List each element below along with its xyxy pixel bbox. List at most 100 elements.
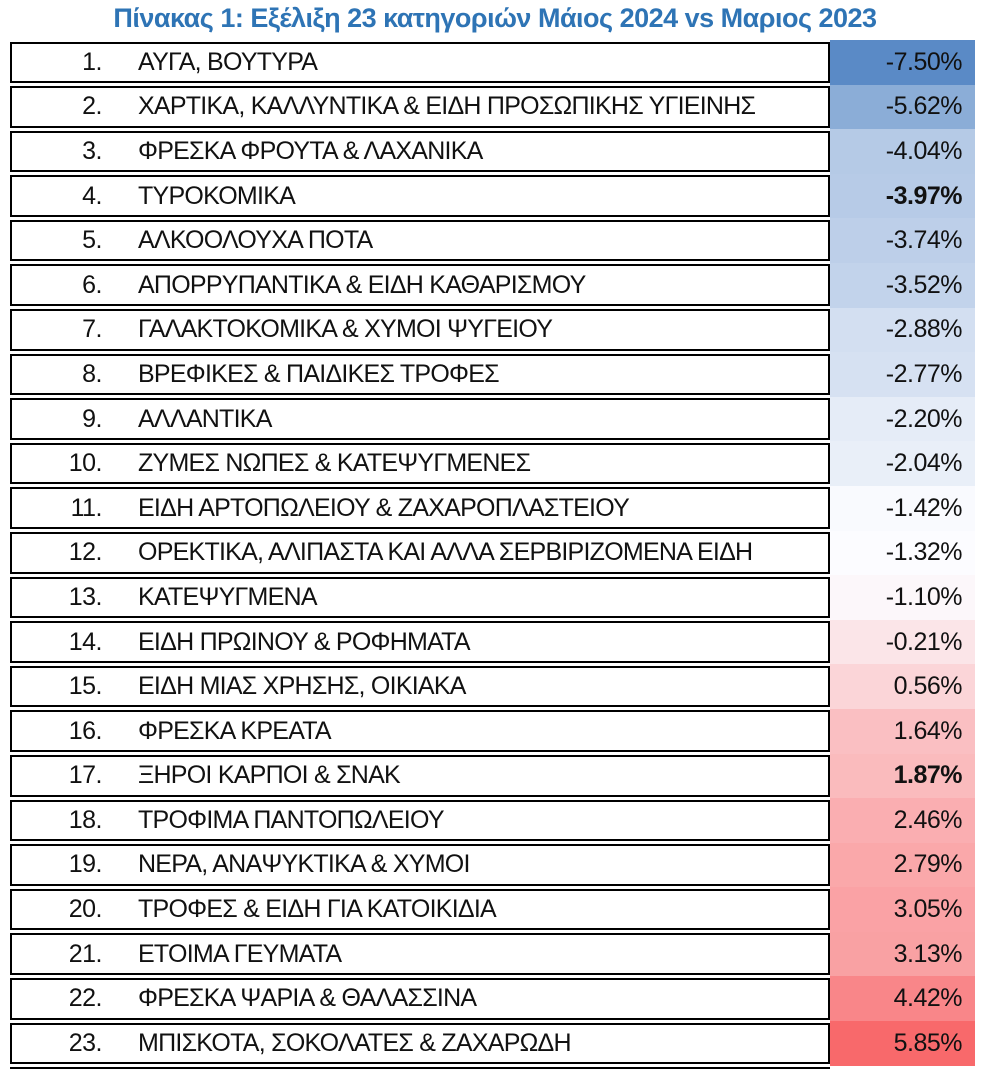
category-label: ΕΤΟΙΜΑ ΓΕΥΜΑΤΑ — [138, 939, 342, 968]
category-cell: 18. ΤΡΟΦΙΜΑ ΠΑΝΤΟΠΩΛΕΙΟΥ — [10, 799, 830, 842]
value-cell: -3.74% — [830, 218, 975, 263]
row-number: 13. — [68, 582, 103, 611]
row-number: 10. — [68, 449, 103, 478]
row-number: 23. — [68, 1028, 103, 1057]
table-row: 17. ΞΗΡΟΙ ΚΑΡΠΟΙ & ΣΝΑΚ 1.87% — [10, 753, 975, 799]
category-cell: 10. ΖΥΜΕΣ ΝΩΠΕΣ & ΚΑΤΕΨΥΓΜΕΝΕΣ — [10, 442, 830, 485]
category-cell: 15. ΕΙΔΗ ΜΙΑΣ ΧΡΗΣΗΣ, ΟΙΚΙΑΚΑ — [10, 665, 830, 708]
value-cell: 3.05% — [830, 887, 975, 932]
category-label: ΑΥΓΑ, ΒΟΥΤΥΡΑ — [138, 47, 318, 76]
value-cell: -4.04% — [830, 129, 975, 174]
category-label: ΖΥΜΕΣ ΝΩΠΕΣ & ΚΑΤΕΨΥΓΜΕΝΕΣ — [138, 449, 531, 478]
value-cell: -2.77% — [830, 352, 975, 397]
category-cell: 14. ΕΙΔΗ ΠΡΩΙΝΟΥ & ΡΟΦΗΜΑΤΑ — [10, 621, 830, 663]
row-number: 17. — [68, 761, 103, 790]
category-label: ΑΛΛΑΝΤΙΚΑ — [138, 404, 272, 433]
category-label: ΑΛΚΟΟΛΟΥΧΑ ΠΟΤΑ — [138, 226, 373, 255]
table-row: 20. ΤΡΟΦΕΣ & ΕΙΔΗ ΓΙΑ ΚΑΤΟΙΚΙΔΙΑ 3.05% — [10, 887, 975, 932]
table-row: 5. ΑΛΚΟΟΛΟΥΧΑ ΠΟΤΑ -3.74% — [10, 218, 975, 263]
table-row: 21. ΕΤΟΙΜΑ ΓΕΥΜΑΤΑ 3.13% — [10, 931, 975, 977]
category-cell: 4. ΤΥΡΟΚΟΜΙΚΑ — [10, 175, 830, 217]
value-cell: 2.79% — [830, 842, 975, 888]
category-cell: 21. ΕΤΟΙΜΑ ΓΕΥΜΑΤΑ — [10, 933, 830, 975]
table-row: 23. ΜΠΙΣΚΟΤΑ, ΣΟΚΟΛΑΤΕΣ & ΖΑΧΑΡΩΔΗ 5.85% — [10, 1021, 975, 1066]
category-label: ΤΡΟΦΙΜΑ ΠΑΝΤΟΠΩΛΕΙΟΥ — [138, 805, 445, 834]
row-number: 11. — [70, 493, 103, 522]
value-cell: -1.42% — [830, 485, 975, 531]
value-cell: -1.10% — [830, 575, 975, 620]
table-row: 19. ΝΕΡΑ, ΑΝΑΨΥΚΤΙΚΑ & ΧΥΜΟΙ 2.79% — [10, 842, 975, 888]
table-row: 11. ΕΙΔΗ ΑΡΤΟΠΩΛΕΙΟΥ & ΖΑΧΑΡΟΠΛΑΣΤΕΙΟΥ -… — [10, 485, 975, 531]
table-row: 8. ΒΡΕΦΙΚΕΣ & ΠΑΙΔΙΚΕΣ ΤΡΟΦΕΣ -2.77% — [10, 352, 975, 397]
table-row: 15. ΕΙΔΗ ΜΙΑΣ ΧΡΗΣΗΣ, ΟΙΚΙΑΚΑ 0.56% — [10, 664, 975, 709]
category-cell: 1. ΑΥΓΑ, ΒΟΥΤΥΡΑ — [10, 41, 830, 84]
category-label: ΕΙΔΗ ΠΡΩΙΝΟΥ & ΡΟΦΗΜΑΤΑ — [138, 627, 471, 656]
category-label: ΜΠΙΣΚΟΤΑ, ΣΟΚΟΛΑΤΕΣ & ΖΑΧΑΡΩΔΗ — [138, 1028, 572, 1057]
category-label: ΤΥΡΟΚΟΜΙΚΑ — [138, 181, 296, 210]
row-number: 2. — [82, 92, 102, 121]
row-number: 20. — [68, 895, 103, 924]
row-number: 1. — [82, 47, 102, 76]
category-label: ΦΡΕΣΚΑ ΦΡΟΥΤΑ & ΛΑΧΑΝΙΚΑ — [138, 136, 483, 165]
value-cell: -7.50% — [830, 40, 975, 85]
value-cell: -0.21% — [830, 619, 975, 665]
table-row: 1. ΑΥΓΑ, ΒΟΥΤΥΡΑ -7.50% — [10, 40, 975, 85]
category-cell: 23. ΜΠΙΣΚΟΤΑ, ΣΟΚΟΛΑΤΕΣ & ΖΑΧΑΡΩΔΗ — [10, 1022, 830, 1065]
category-cell: 6. ΑΠΟΡΡΥΠΑΝΤΙΚΑ & ΕΙΔΗ ΚΑΘΑΡΙΣΜΟΥ — [10, 264, 830, 307]
value-cell: -1.32% — [830, 530, 975, 576]
category-label: ΧΑΡΤΙΚΑ, ΚΑΛΛΥΝΤΙΚΑ & ΕΙΔΗ ΠΡΟΣΩΠΙΚΗΣ ΥΓ… — [138, 92, 756, 121]
table-row: 22. ΦΡΕΣΚΑ ΨΑΡΙΑ & ΘΑΛΑΣΣΙΝΑ 4.42% — [10, 976, 975, 1022]
table-row: 6. ΑΠΟΡΡΥΠΑΝΤΙΚΑ & ΕΙΔΗ ΚΑΘΑΡΙΣΜΟΥ -3.52… — [10, 262, 975, 308]
category-cell: 22. ΦΡΕΣΚΑ ΨΑΡΙΑ & ΘΑΛΑΣΣΙΝΑ — [10, 977, 830, 1020]
table-title: Πίνακας 1: Εξέλιξη 23 κατηγοριών Μάιος 2… — [113, 3, 877, 33]
category-label: ΤΡΟΦΕΣ & ΕΙΔΗ ΓΙΑ ΚΑΤΟΙΚΙΔΙΑ — [138, 895, 497, 924]
table-row: 7. ΓΑΛΑΚΤΟΚΟΜΙΚΑ & ΧΥΜΟΙ ΨΥΓΕΙΟΥ -2.88% — [10, 307, 975, 353]
row-number: 5. — [82, 226, 102, 255]
table-row: 2. ΧΑΡΤΙΚΑ, ΚΑΛΛΥΝΤΙΚΑ & ΕΙΔΗ ΠΡΟΣΩΠΙΚΗΣ… — [10, 84, 975, 130]
category-cell: 19. ΝΕΡΑ, ΑΝΑΨΥΚΤΙΚΑ & ΧΥΜΟΙ — [10, 844, 830, 886]
value-cell: -2.20% — [830, 396, 975, 442]
row-number: 22. — [68, 984, 103, 1013]
category-cell: 3. ΦΡΕΣΚΑ ΦΡΟΥΤΑ & ΛΑΧΑΝΙΚΑ — [10, 130, 830, 173]
row-number: 15. — [68, 672, 103, 701]
row-number: 7. — [82, 315, 102, 344]
category-label: ΝΕΡΑ, ΑΝΑΨΥΚΤΙΚΑ & ΧΥΜΟΙ — [138, 850, 470, 879]
category-cell: 9. ΑΛΛΑΝΤΙΚΑ — [10, 398, 830, 440]
row-number: 16. — [68, 716, 103, 745]
category-cell: 5. ΑΛΚΟΟΛΟΥΧΑ ΠΟΤΑ — [10, 219, 830, 262]
row-number: 4. — [82, 181, 102, 210]
category-cell: 17. ΞΗΡΟΙ ΚΑΡΠΟΙ & ΣΝΑΚ — [10, 755, 830, 797]
row-number: 9. — [82, 404, 102, 433]
category-label: ΟΡΕΚΤΙΚΑ, ΑΛΙΠΑΣΤΑ ΚΑΙ ΑΛΛΑ ΣΕΡΒΙΡΙΖΟΜΕΝ… — [138, 538, 753, 567]
value-cell: 0.56% — [830, 664, 975, 709]
category-label: ΕΙΔΗ ΑΡΤΟΠΩΛΕΙΟΥ & ΖΑΧΑΡΟΠΛΑΣΤΕΙΟΥ — [138, 493, 630, 522]
value-cell: -3.97% — [830, 173, 975, 219]
table-row: 16. ΦΡΕΣΚΑ ΚΡΕΑΤΑ 1.64% — [10, 708, 975, 754]
row-number: 12. — [68, 538, 103, 567]
value-cell: -3.52% — [830, 262, 975, 308]
value-cell: 1.87% — [830, 753, 975, 799]
table-row: 14. ΕΙΔΗ ΠΡΩΙΝΟΥ & ΡΟΦΗΜΑΤΑ -0.21% — [10, 619, 975, 665]
category-label: ΦΡΕΣΚΑ ΚΡΕΑΤΑ — [138, 716, 332, 745]
value-cell: -5.62% — [830, 84, 975, 130]
table-bottom-border — [10, 1066, 830, 1069]
category-cell: 16. ΦΡΕΣΚΑ ΚΡΕΑΤΑ — [10, 710, 830, 752]
value-cell: 2.46% — [830, 798, 975, 843]
value-cell: 4.42% — [830, 976, 975, 1022]
table-rows: 1. ΑΥΓΑ, ΒΟΥΤΥΡΑ -7.50% 2. ΧΑΡΤΙΚΑ, ΚΑΛΛ… — [10, 40, 975, 1066]
category-change-table: 1. ΑΥΓΑ, ΒΟΥΤΥΡΑ -7.50% 2. ΧΑΡΤΙΚΑ, ΚΑΛΛ… — [10, 40, 975, 1069]
row-number: 6. — [82, 270, 102, 299]
category-label: ΦΡΕΣΚΑ ΨΑΡΙΑ & ΘΑΛΑΣΣΙΝΑ — [138, 984, 477, 1013]
table-row: 9. ΑΛΛΑΝΤΙΚΑ -2.20% — [10, 396, 975, 442]
table-row: 13. ΚΑΤΕΨΥΓΜΕΝΑ -1.10% — [10, 575, 975, 620]
table-row: 10. ΖΥΜΕΣ ΝΩΠΕΣ & ΚΑΤΕΨΥΓΜΕΝΕΣ -2.04% — [10, 441, 975, 486]
category-cell: 8. ΒΡΕΦΙΚΕΣ & ΠΑΙΔΙΚΕΣ ΤΡΟΦΕΣ — [10, 353, 830, 396]
value-cell: 1.64% — [830, 708, 975, 754]
value-cell: 5.85% — [830, 1021, 975, 1066]
category-cell: 11. ΕΙΔΗ ΑΡΤΟΠΩΛΕΙΟΥ & ΖΑΧΑΡΟΠΛΑΣΤΕΙΟΥ — [10, 487, 830, 530]
table-row: 4. ΤΥΡΟΚΟΜΙΚΑ -3.97% — [10, 173, 975, 219]
category-label: ΕΙΔΗ ΜΙΑΣ ΧΡΗΣΗΣ, ΟΙΚΙΑΚΑ — [138, 672, 466, 701]
category-label: ΓΑΛΑΚΤΟΚΟΜΙΚΑ & ΧΥΜΟΙ ΨΥΓΕΙΟΥ — [138, 315, 553, 344]
category-label: ΞΗΡΟΙ ΚΑΡΠΟΙ & ΣΝΑΚ — [138, 761, 401, 790]
category-label: ΑΠΟΡΡΥΠΑΝΤΙΚΑ & ΕΙΔΗ ΚΑΘΑΡΙΣΜΟΥ — [138, 270, 586, 299]
